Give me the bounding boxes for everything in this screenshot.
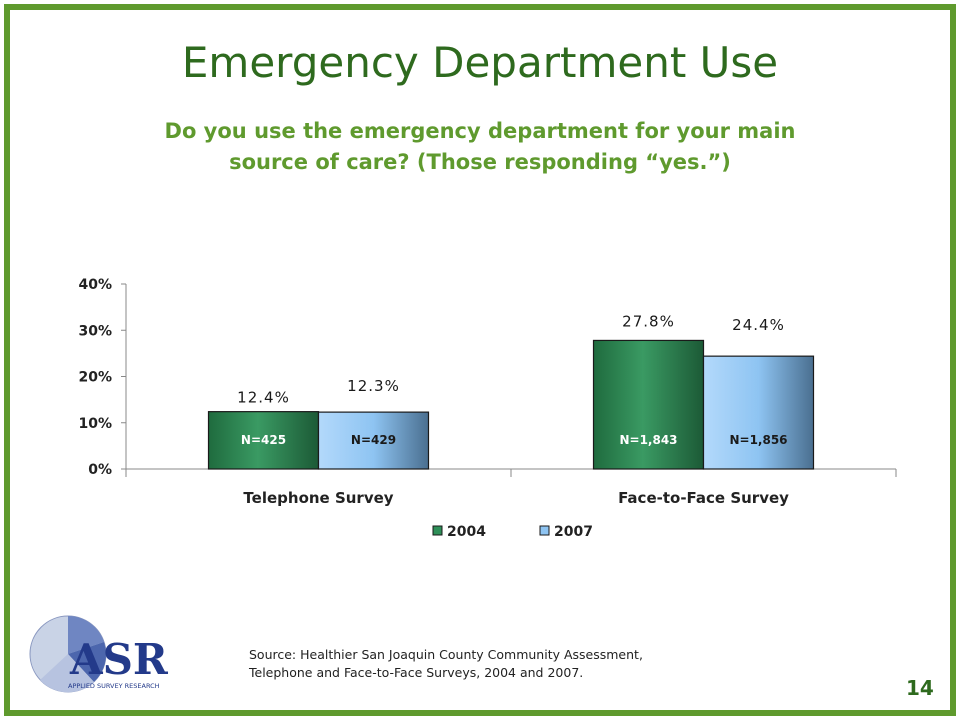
legend-label-2007: 2007 xyxy=(554,524,593,540)
value-label: 27.8% xyxy=(622,312,675,330)
legend-swatch-2007 xyxy=(539,525,550,536)
logo-letters: ASR xyxy=(69,635,169,684)
bar-2007-face-to-face xyxy=(702,355,815,470)
subtitle-line-1: Do you use the emergency department for … xyxy=(164,119,796,143)
legend-label-2004: 2004 xyxy=(447,524,486,540)
source-line-1: Source: Healthier San Joaquin County Com… xyxy=(249,647,643,662)
n-label: N=1,856 xyxy=(729,433,787,447)
slide-frame xyxy=(4,4,956,716)
y-tick-label: 40% xyxy=(78,277,112,293)
slide-subtitle: Do you use the emergency department for … xyxy=(130,116,830,178)
bar-2004-telephone xyxy=(207,411,320,470)
bar-2004-face-to-face xyxy=(592,339,705,470)
category-label: Face-to-Face Survey xyxy=(618,489,789,507)
y-tick-label: 30% xyxy=(78,323,112,339)
y-tick-label: 0% xyxy=(88,462,112,478)
asr-logo: ASR APPLIED SURVEY RESEARCH xyxy=(28,612,188,699)
value-label: 12.3% xyxy=(347,377,400,395)
n-label: N=1,843 xyxy=(619,433,677,447)
source-line-2: Telephone and Face-to-Face Surveys, 2004… xyxy=(249,665,584,680)
bar-2007-telephone xyxy=(317,411,430,470)
n-label: N=425 xyxy=(241,433,286,447)
category-label: Telephone Survey xyxy=(243,489,393,507)
n-label: N=429 xyxy=(351,433,396,447)
value-label: 24.4% xyxy=(732,316,785,334)
subtitle-line-2: source of care? (Those responding “yes.”… xyxy=(229,150,731,174)
page-number: 14 xyxy=(906,676,934,700)
slide-title: Emergency Department Use xyxy=(181,38,779,87)
legend-swatch-2004 xyxy=(432,525,443,536)
value-label: 12.4% xyxy=(237,389,290,407)
y-tick-label: 10% xyxy=(78,416,112,432)
source-note: Source: Healthier San Joaquin County Com… xyxy=(249,646,769,682)
y-tick-label: 20% xyxy=(78,370,112,386)
logo-subtext: APPLIED SURVEY RESEARCH xyxy=(68,682,160,690)
